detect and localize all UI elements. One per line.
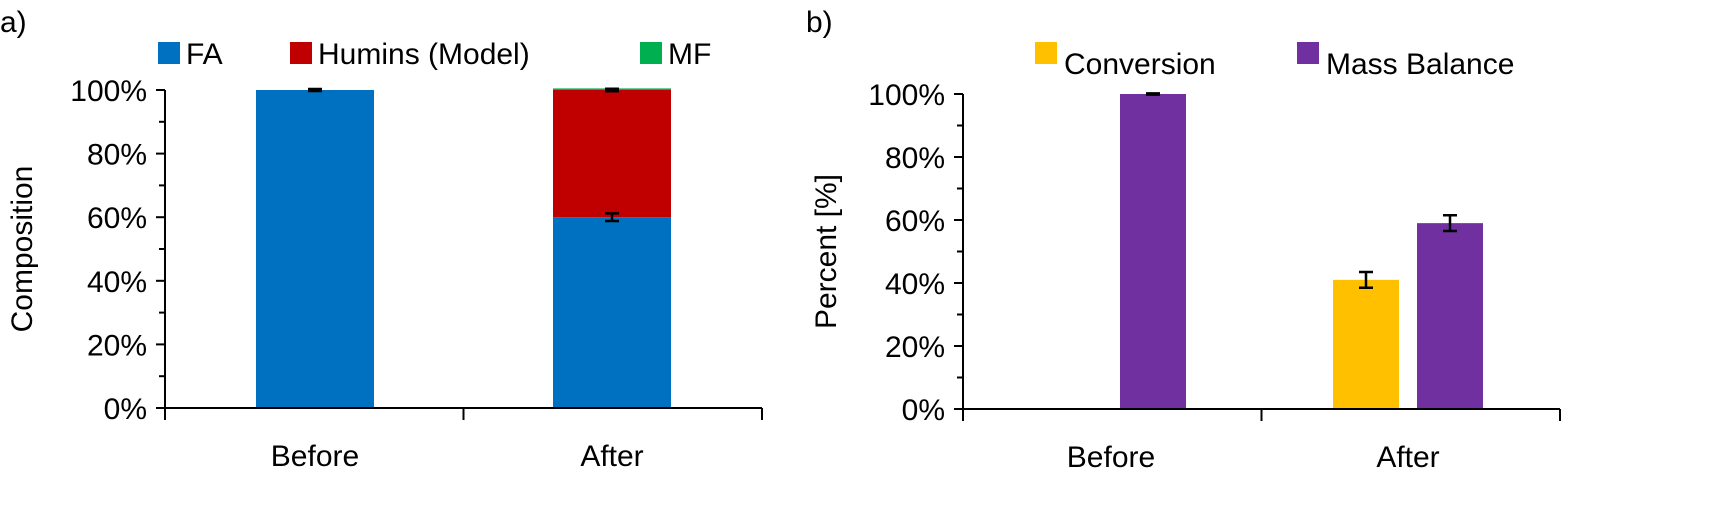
panel-b-y-tick-label: 100% bbox=[868, 79, 945, 112]
panel-b-x-tick-label: Before bbox=[1067, 441, 1155, 474]
panel-b-error-bar-after-0 bbox=[1359, 270, 1373, 289]
panel-a-error-bar-after-0 bbox=[605, 212, 619, 223]
panel-b-bar-after-0 bbox=[1333, 279, 1399, 409]
panel-a-y-tick-label: 20% bbox=[87, 329, 147, 362]
panel-a-error-bar-before-0 bbox=[308, 87, 322, 93]
panel-a-legend-label-1: Humins (Model) bbox=[318, 38, 530, 71]
panel-a-legend-swatch-0 bbox=[158, 42, 180, 64]
panel-a-error-bar-after-1 bbox=[605, 87, 619, 93]
panel-a-legend-label-2: MF bbox=[668, 38, 711, 71]
panel-a-y-tick-label: 100% bbox=[70, 75, 147, 108]
panel-a-bar-after-0 bbox=[553, 217, 671, 408]
panel-a-legend-label-0: FA bbox=[186, 38, 223, 71]
panel-a-y-tick-label: 40% bbox=[87, 266, 147, 299]
panel-b-legend-label-1: Mass Balance bbox=[1326, 48, 1514, 81]
panel-a-y-tick-label: 60% bbox=[87, 202, 147, 235]
panel-b-legend-swatch-1 bbox=[1297, 42, 1319, 64]
panel-a-label: a) bbox=[0, 6, 27, 39]
panel-b-error-bar-before-1 bbox=[1146, 92, 1160, 96]
panel-a-legend-swatch-2 bbox=[640, 42, 662, 64]
panel-a-y-tick-label: 80% bbox=[87, 139, 147, 172]
panel-b-x-tick-label: After bbox=[1376, 441, 1439, 474]
panel-b-y-tick-label: 20% bbox=[885, 331, 945, 364]
panel-a-x-tick-label: Before bbox=[271, 440, 359, 473]
panel-b-bar-after-1 bbox=[1417, 223, 1483, 409]
panel-a-y-axis-label: Composition bbox=[6, 166, 39, 333]
panel-b-label: b) bbox=[806, 6, 833, 39]
panel-b-y-tick-label: 0% bbox=[902, 394, 945, 427]
panel-b-y-tick-label: 60% bbox=[885, 205, 945, 238]
panel-a-x-tick-label: After bbox=[580, 440, 643, 473]
panel-b-y-tick-label: 40% bbox=[885, 268, 945, 301]
panel-a-y-tick-label: 0% bbox=[104, 393, 147, 426]
panel-a-legend-swatch-1 bbox=[290, 42, 312, 64]
panel-b-legend-swatch-0 bbox=[1035, 42, 1057, 64]
panel-a-bar-after-1 bbox=[553, 90, 671, 218]
panel-b-legend-label-0: Conversion bbox=[1064, 48, 1216, 81]
panel-b-error-bar-after-1 bbox=[1443, 214, 1457, 233]
panel-a-bar-before-0 bbox=[256, 90, 374, 408]
panel-b-y-axis-label: Percent [%] bbox=[810, 174, 843, 329]
panel-b-bar-before-1 bbox=[1120, 94, 1186, 409]
panel-b-y-tick-label: 80% bbox=[885, 142, 945, 175]
